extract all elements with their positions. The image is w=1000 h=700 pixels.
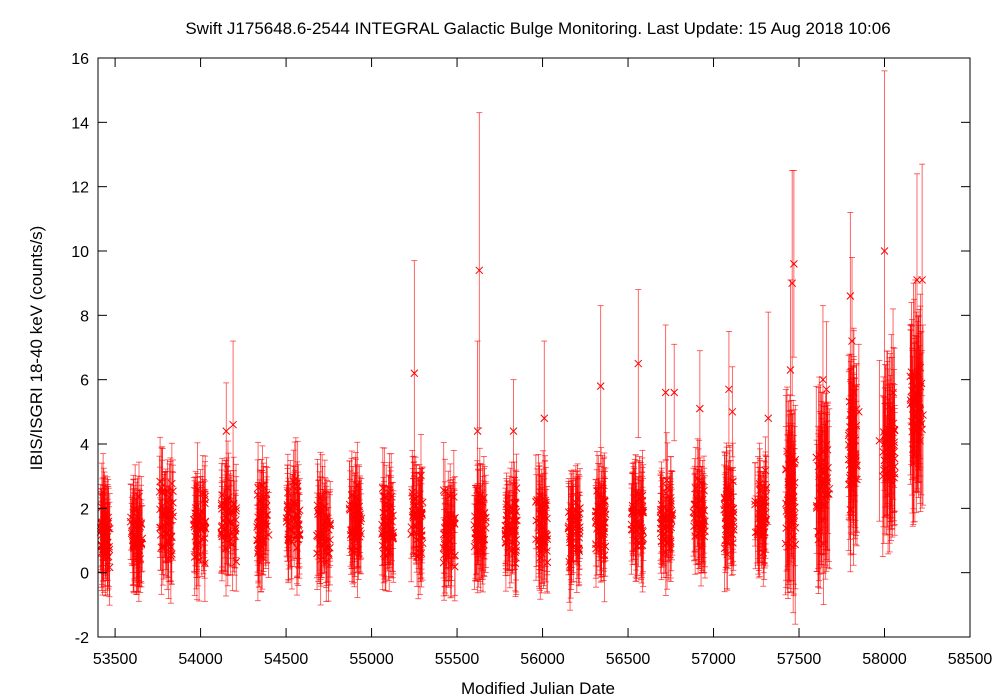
data-point	[163, 501, 172, 590]
y-tick-label: 16	[71, 51, 89, 68]
data-point	[355, 477, 364, 557]
y-tick-label: -2	[75, 630, 89, 647]
data-point	[133, 478, 142, 564]
data-point	[129, 474, 138, 565]
x-axis-label: Modified Julian Date	[461, 679, 615, 698]
data-point	[129, 501, 138, 593]
data-point	[320, 459, 329, 555]
data-point	[224, 440, 232, 536]
data-point	[168, 470, 177, 554]
x-tick-label: 54500	[264, 651, 309, 668]
data-point	[413, 481, 421, 547]
y-tick-label: 8	[80, 308, 89, 325]
data-point	[634, 289, 643, 438]
y-tick-label: 10	[71, 244, 89, 261]
x-tick-label: 55500	[435, 651, 480, 668]
y-tick-label: 14	[71, 115, 89, 132]
x-tick-label: 58500	[948, 651, 993, 668]
data-point	[670, 343, 679, 442]
x-tick-label: 54000	[178, 651, 223, 668]
data-point	[447, 505, 456, 598]
data-point	[258, 483, 267, 543]
data-point	[347, 497, 356, 569]
y-tick-label: 0	[80, 566, 89, 583]
data-point	[790, 170, 798, 358]
data-point	[161, 490, 170, 563]
x-tick-label: 57000	[691, 651, 736, 668]
y-tick-label: 6	[80, 373, 89, 390]
data-point	[262, 457, 271, 532]
data-point	[230, 501, 238, 573]
y-tick-label: 2	[80, 501, 89, 518]
data-point	[475, 112, 484, 429]
data-point	[283, 464, 292, 549]
data-point	[293, 492, 301, 578]
y-tick-label: 12	[71, 180, 89, 197]
data-point	[442, 497, 451, 569]
data-point	[383, 496, 391, 570]
data-point	[217, 482, 226, 572]
y-tick-label: 4	[80, 437, 89, 454]
data-point	[167, 523, 176, 585]
data-point	[540, 340, 549, 496]
data-point	[788, 170, 797, 397]
x-tick-label: 53500	[93, 651, 138, 668]
data-point	[253, 508, 262, 573]
data-point	[381, 495, 390, 580]
data-point	[164, 500, 173, 582]
data-point	[412, 464, 421, 548]
x-tick-label: 55000	[349, 651, 394, 668]
data-point	[440, 498, 449, 588]
x-tick-label: 57500	[777, 651, 822, 668]
data-point	[411, 472, 420, 551]
data-point	[101, 475, 109, 552]
data-point	[225, 477, 234, 550]
data-point	[509, 379, 518, 484]
data-point	[450, 532, 459, 602]
x-tick-label: 56500	[606, 651, 651, 668]
data-point	[317, 496, 326, 578]
data-point	[661, 324, 670, 461]
data-point	[282, 487, 291, 557]
data-point	[596, 305, 605, 467]
data-point	[725, 331, 733, 448]
data-point	[385, 486, 394, 557]
data-point	[196, 495, 205, 564]
x-tick-label: 56000	[520, 651, 565, 668]
x-tick-label: 58000	[862, 651, 907, 668]
data-point	[293, 488, 302, 559]
data-point	[263, 467, 272, 563]
data-point	[135, 510, 143, 602]
data-point	[326, 494, 334, 586]
data-point	[222, 500, 230, 597]
data-point	[446, 485, 455, 550]
data-point	[289, 449, 298, 513]
data-point	[156, 436, 164, 527]
data-point	[379, 523, 388, 584]
chart-title: Swift J175648.6-2544 INTEGRAL Galactic B…	[185, 19, 890, 38]
data-point	[314, 479, 323, 541]
data-point	[410, 260, 419, 487]
data-point	[158, 459, 166, 553]
y-axis-label: IBIS/ISGRI 18-40 keV (counts/s)	[27, 226, 46, 471]
data-points	[96, 70, 927, 625]
